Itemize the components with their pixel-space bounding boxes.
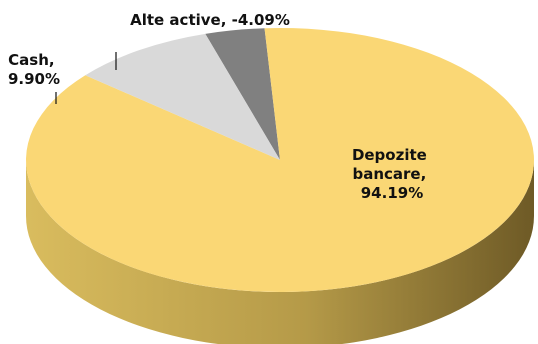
slice-label-cash: Cash, 9.90% (8, 51, 60, 88)
pie-top (25, 28, 534, 293)
pie-side-depozite (26, 160, 534, 344)
pie-slice-alte-active (205, 28, 280, 161)
slice-label-depozite-line3: 94.19% (361, 184, 423, 202)
slice-label-alte-active: Alte active, -4.09% (130, 11, 290, 29)
pie-slice-depozite-bancare (25, 28, 534, 293)
pie-side-wall (26, 160, 534, 344)
slice-label-depozite-line1: Depozite (352, 146, 427, 164)
slice-label-cash-line1: Cash, (8, 51, 54, 69)
slice-label-depozite: Depozite bancare, 94.19% (352, 146, 432, 202)
slice-label-cash-line2: 9.90% (8, 70, 60, 88)
slice-label-depozite-line2: bancare, (352, 165, 426, 183)
pie-slice-cash (85, 33, 280, 160)
pie-labels: Alte active, -4.09% Cash, 9.90% Depozite… (8, 11, 432, 202)
